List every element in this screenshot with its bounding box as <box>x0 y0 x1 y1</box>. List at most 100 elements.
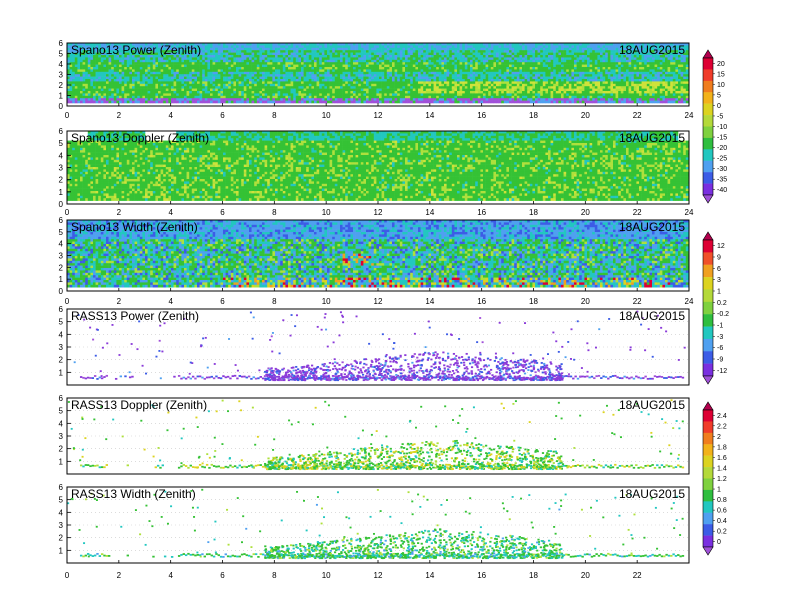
heatmap-cell <box>542 71 546 75</box>
heatmap-cell <box>327 62 330 65</box>
heatmap-cell <box>280 67 284 70</box>
heatmap-cell <box>550 45 554 49</box>
heatmap-cell <box>225 69 229 73</box>
heatmap-cell <box>397 45 401 49</box>
heatmap-cell <box>178 76 182 80</box>
heatmap-cell <box>171 62 174 65</box>
heatmap-cell <box>147 43 151 46</box>
heatmap-cell <box>412 47 416 51</box>
heatmap-cell <box>230 45 234 49</box>
heatmap-cell <box>524 50 528 53</box>
heatmap-cell <box>303 83 307 87</box>
heatmap-cell <box>444 50 447 53</box>
heatmap-cell <box>225 76 229 80</box>
heatmap-cell <box>259 50 263 53</box>
heatmap-cell <box>142 91 146 94</box>
heatmap-cell <box>129 74 133 77</box>
heatmap-cell <box>113 64 117 68</box>
heatmap-cell <box>272 67 276 70</box>
heatmap-cell <box>514 43 518 46</box>
heatmap-cell <box>327 74 330 77</box>
heatmap-cell <box>579 47 583 51</box>
heatmap-cell <box>236 47 239 51</box>
heatmap-cell <box>282 79 286 82</box>
heatmap-cell <box>301 86 304 89</box>
heatmap-cell <box>147 95 151 99</box>
heatmap-cell <box>496 57 499 61</box>
heatmap-cell <box>241 50 245 53</box>
heatmap-cell <box>184 50 187 53</box>
heatmap-cell <box>220 67 224 70</box>
heatmap-cell <box>93 93 96 97</box>
heatmap-cell <box>67 98 70 101</box>
heatmap-cell <box>98 83 102 87</box>
heatmap-cell <box>233 71 237 75</box>
heatmap-cell <box>108 62 112 65</box>
heatmap-cell <box>217 50 221 53</box>
heatmap-cell <box>147 100 151 104</box>
heatmap-cell <box>184 88 187 92</box>
heatmap-cell <box>537 69 541 73</box>
heatmap-cell <box>566 45 570 49</box>
heatmap-cell <box>532 62 536 65</box>
heatmap-cell <box>288 91 291 94</box>
heatmap-cell <box>321 71 325 75</box>
heatmap-cell <box>329 100 333 104</box>
heatmap-cell <box>561 71 564 75</box>
heatmap-cell <box>524 55 528 58</box>
heatmap-cell <box>275 62 278 65</box>
heatmap-cell <box>449 64 453 68</box>
heatmap-cell <box>389 62 393 65</box>
heatmap-cell <box>532 69 536 73</box>
heatmap-cell <box>558 86 562 89</box>
heatmap-cell <box>545 88 549 92</box>
heatmap-cell <box>454 47 458 51</box>
heatmap-cell <box>553 45 557 49</box>
heatmap-cell <box>358 95 362 99</box>
heatmap-cell <box>137 95 141 99</box>
heatmap-cell <box>563 83 567 87</box>
heatmap-cell <box>295 59 299 63</box>
heatmap-cell <box>405 98 408 101</box>
heatmap-cell <box>415 69 419 73</box>
heatmap-cell <box>280 100 284 104</box>
heatmap-cell <box>241 71 245 75</box>
heatmap-cell <box>527 74 531 77</box>
heatmap-cell <box>425 69 429 73</box>
heatmap-cell <box>412 43 416 46</box>
heatmap-cell <box>514 67 518 70</box>
heatmap-cell <box>566 43 570 46</box>
heatmap-cell <box>126 62 130 65</box>
heatmap-cell <box>82 57 86 61</box>
heatmap-cell <box>181 83 185 87</box>
heatmap-cell <box>490 88 494 92</box>
heatmap-cell <box>477 98 481 101</box>
heatmap-cell <box>446 67 450 70</box>
heatmap-cell <box>480 55 484 58</box>
heatmap-cell <box>69 100 73 104</box>
heatmap-cell <box>415 62 419 65</box>
heatmap-cell <box>493 67 497 70</box>
heatmap-cell <box>93 45 96 49</box>
heatmap-cell <box>475 86 479 89</box>
heatmap-cell <box>366 81 369 85</box>
heatmap-cell <box>402 71 406 75</box>
heatmap-cell <box>306 47 310 51</box>
heatmap-cell <box>444 74 447 77</box>
heatmap-cell <box>272 100 276 104</box>
heatmap-cell <box>571 81 575 85</box>
heatmap-cell <box>233 64 237 68</box>
heatmap-cell <box>353 59 356 63</box>
heatmap-cell <box>389 57 393 61</box>
heatmap-cell <box>334 67 338 70</box>
heatmap-cell <box>480 43 484 46</box>
heatmap-cell <box>397 76 401 80</box>
heatmap-cell <box>158 95 161 99</box>
heatmap-cell <box>113 69 117 73</box>
heatmap-cell <box>142 74 146 77</box>
heatmap-cell <box>550 91 554 94</box>
heatmap-cell <box>454 67 458 70</box>
heatmap-cell <box>204 45 208 49</box>
heatmap-cell <box>501 69 505 73</box>
heatmap-cell <box>579 55 583 58</box>
